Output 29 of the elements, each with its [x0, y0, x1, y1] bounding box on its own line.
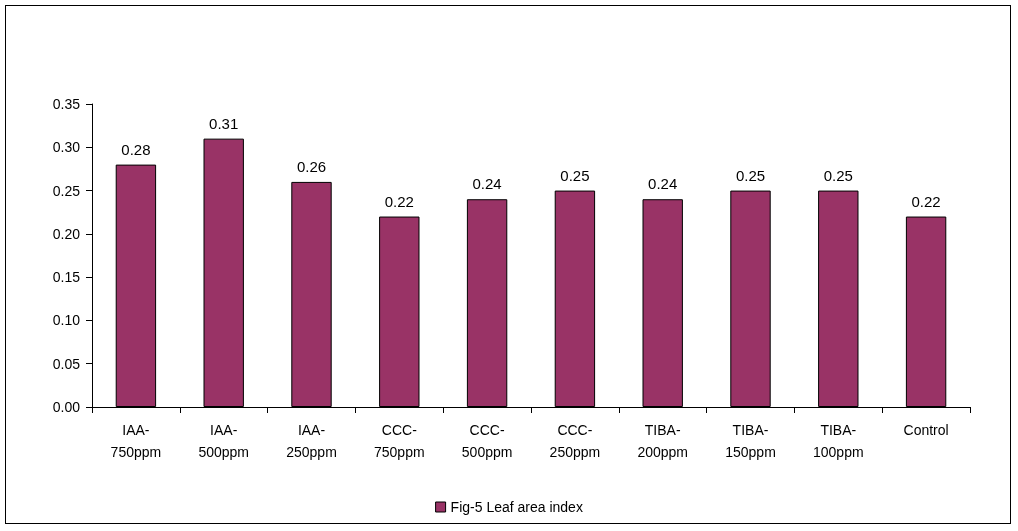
legend-label: Fig-5 Leaf area index [450, 499, 583, 515]
data-label: 0.31 [209, 114, 239, 132]
y-tick-label: 0.25 [52, 182, 81, 199]
y-tick-label: 0.15 [52, 269, 81, 286]
y-tick-label: 0.20 [52, 225, 81, 242]
data-label: 0.22 [384, 192, 414, 210]
y-tick-label: 0.00 [52, 399, 81, 415]
x-tick-label: TIBA-200ppm [637, 422, 688, 460]
data-label: 0.25 [735, 166, 766, 184]
y-tick-label: 0.05 [52, 355, 81, 372]
data-label: 0.28 [121, 140, 151, 158]
x-tick-label: TIBA-100ppm [813, 422, 864, 460]
x-tick-label: Control [903, 422, 949, 438]
x-tick-label: IAA-250ppm [286, 422, 337, 460]
x-tick-label: IAA-500ppm [198, 422, 249, 460]
data-label: 0.26 [296, 157, 327, 175]
x-tick-label: CCC-500ppm [461, 422, 513, 460]
data-label: 0.24 [472, 175, 502, 193]
data-label: 0.24 [648, 175, 678, 193]
y-tick-label: 0.10 [52, 312, 81, 329]
y-tick-label: 0.35 [52, 96, 81, 112]
data-label: 0.25 [823, 166, 853, 184]
x-tick-label: CCC-250ppm [549, 422, 601, 460]
x-tick-label: CCC-750ppm [374, 422, 425, 460]
x-tick-label: TIBA-150ppm [725, 422, 776, 460]
y-tick-label: 0.30 [52, 139, 81, 156]
x-tick-label: IAA-750ppm [110, 422, 162, 460]
data-label: 0.25 [560, 166, 590, 184]
data-label: 0.22 [911, 192, 941, 210]
